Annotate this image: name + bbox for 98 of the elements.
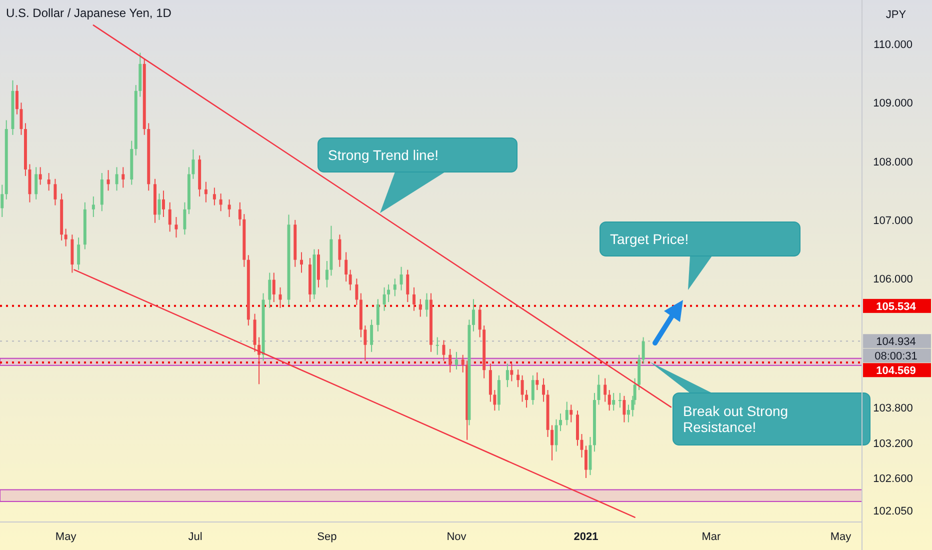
candlestick [612,392,616,412]
ref-line-label: 104.934 [876,336,916,348]
candlestick [472,298,475,332]
candlestick [506,363,509,388]
y-tick-label: 103.200 [873,438,913,450]
candlestick [355,278,358,306]
y-axis-title: JPY [886,9,907,21]
candlestick [47,172,50,192]
y-tick-label: 108.000 [873,156,913,168]
candlestick [64,228,68,247]
candlestick [0,184,4,218]
x-tick-label: Mar [702,531,722,543]
x-tick-label: Nov [446,531,467,543]
candlestick [77,237,80,270]
candlestick [376,298,380,332]
candlestick [16,84,18,115]
candlestick [344,252,348,282]
candlestick [536,372,539,391]
candlestick [174,216,178,238]
candlestick [516,369,520,388]
ref-line-label: 105.534 [876,300,917,313]
candlestick [618,392,622,408]
candlestick [454,351,458,370]
candlestick [461,354,464,373]
candlestick [219,193,222,212]
candlestick [554,418,558,452]
y-tick-label: 110.000 [874,38,912,51]
candlestick [531,374,534,406]
candlestick [406,269,410,303]
candlestick [584,445,588,479]
candlestick [115,166,118,192]
y-tick-label: 109.000 [873,98,913,110]
x-tick-label: Jul [188,531,202,543]
y-tick-label: 103.800 [873,402,913,415]
candlestick [325,260,328,288]
candlestick [204,181,208,203]
candlestick [20,102,23,136]
candlestick [54,178,57,206]
candlestick [92,196,95,218]
candlestick [478,304,482,338]
candlestick [162,190,165,218]
candlestick [183,202,186,236]
x-tick-label: Sep [317,531,337,543]
x-tick-label: May [830,531,852,543]
candlestick [300,252,303,274]
candlestick [565,401,568,426]
candlestick [418,298,422,318]
text: 08:00:31 [874,350,918,363]
ref-line-label: 104.569 [876,365,916,378]
candlestick [106,170,110,192]
annotation: Strong Trend line! [328,147,439,163]
candlestick [400,266,403,291]
candlestick [212,187,216,206]
candlestick [626,404,630,423]
candlestick [412,286,416,312]
candlestick [338,234,342,268]
candlestick [510,363,514,382]
candlestick [608,390,611,412]
candlestick [542,378,546,402]
candlestick [387,284,390,303]
candlestick [364,325,367,362]
x-tick-label: May [55,531,77,543]
candlestick [34,166,38,200]
candlestick [268,272,272,308]
callout: Strong Trend line! [318,138,518,213]
candlestick [38,166,42,186]
annotation: Target Price! [610,231,689,247]
candlestick [520,374,524,402]
candlestick [525,390,528,408]
candlestick [228,198,231,218]
callout: Break out Strong Resistance! [650,362,870,446]
candlestick [272,272,276,303]
callout: Target Price! [600,222,800,290]
candlestick [393,278,396,297]
candlestick [559,412,562,432]
x-tick-label: 2021 [574,531,598,543]
candlestick [122,166,125,188]
y-tick-label: 106.000 [873,274,913,286]
candlestick [642,336,645,364]
candlestick [597,374,600,406]
y-tick-label: 102.600 [873,473,913,486]
candlestick [436,336,439,356]
candlestick [370,319,374,352]
candlestick [604,378,607,402]
candlestick [550,424,554,461]
candlestick [348,269,352,291]
candlestick [570,404,573,423]
candlestick [382,286,386,312]
y-tick-label: 107.000 [873,214,913,227]
candlestick [493,390,496,412]
annotation: Break out Strong Resistance! [683,403,788,435]
y-tick-label: 102.050 [873,505,913,518]
candlestick [448,348,452,373]
candlestick [168,202,172,232]
candlestick [192,149,195,180]
candlestick [622,395,626,423]
candlestick [238,202,242,226]
chart-title: U.S. Dollar / Japanese Yen, 1D [6,6,172,20]
